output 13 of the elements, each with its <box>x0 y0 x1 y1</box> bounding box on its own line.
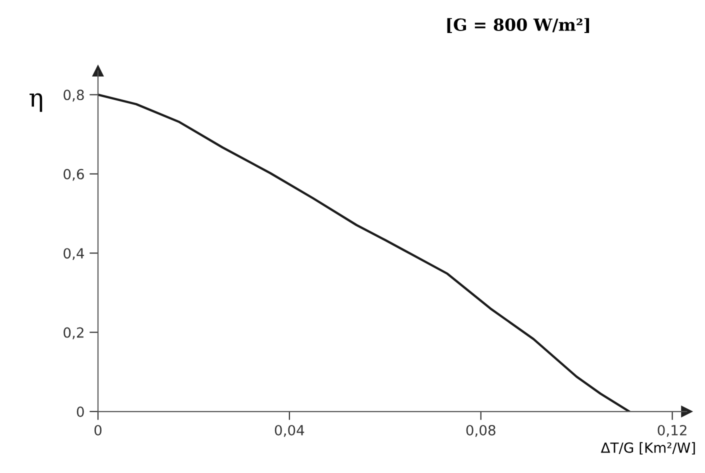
line-series <box>98 94 630 412</box>
x-tick-label: 0,12 <box>658 424 686 437</box>
chart-title: [G = 800 W/m²] <box>447 18 590 33</box>
y-tick-label: 0,4 <box>64 248 84 260</box>
y-axis-title: η <box>30 93 42 112</box>
y-tick-label: 0 <box>76 406 84 417</box>
y-tick-label: 0,8 <box>64 90 84 102</box>
x-tick-label: 0,08 <box>466 424 496 437</box>
y-tick-label: 0,6 <box>64 168 84 181</box>
x-tick-label: 0,04 <box>274 424 304 437</box>
x-tick-label: 0 <box>94 424 102 436</box>
x-axis-title: ΔT/G [Km²/W] <box>600 442 695 455</box>
y-tick-label: 0,2 <box>64 327 84 340</box>
